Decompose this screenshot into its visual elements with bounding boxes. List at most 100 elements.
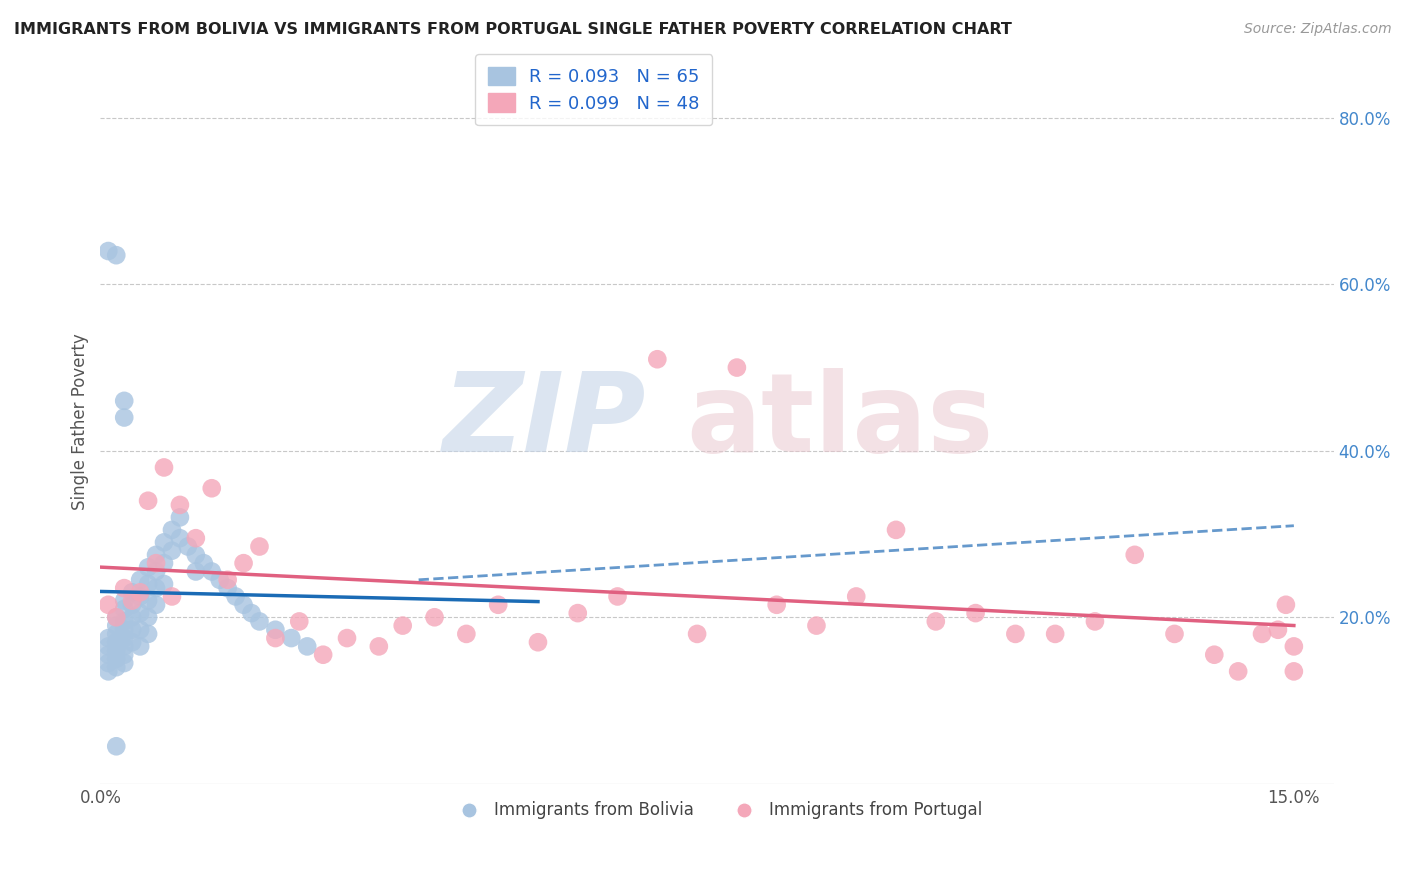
- Point: [336, 631, 359, 645]
- Point: [136, 560, 159, 574]
- Point: [121, 598, 143, 612]
- Point: [153, 556, 176, 570]
- Point: [97, 665, 120, 679]
- Point: [1163, 627, 1185, 641]
- Point: [112, 593, 135, 607]
- Point: [1004, 627, 1026, 641]
- Point: [1251, 627, 1274, 641]
- Point: [169, 510, 191, 524]
- Point: [280, 631, 302, 645]
- Point: [129, 585, 152, 599]
- Point: [232, 598, 254, 612]
- Point: [193, 556, 215, 570]
- Point: [105, 739, 128, 754]
- Point: [184, 548, 207, 562]
- Point: [606, 590, 628, 604]
- Point: [1084, 615, 1107, 629]
- Point: [105, 660, 128, 674]
- Text: ZIP: ZIP: [443, 368, 647, 475]
- Point: [367, 640, 389, 654]
- Point: [97, 640, 120, 654]
- Point: [97, 648, 120, 662]
- Point: [1204, 648, 1226, 662]
- Point: [121, 635, 143, 649]
- Point: [121, 623, 143, 637]
- Point: [217, 581, 239, 595]
- Point: [725, 360, 748, 375]
- Point: [153, 535, 176, 549]
- Point: [145, 598, 167, 612]
- Point: [423, 610, 446, 624]
- Point: [112, 410, 135, 425]
- Point: [1275, 598, 1298, 612]
- Point: [97, 631, 120, 645]
- Point: [136, 577, 159, 591]
- Point: [129, 590, 152, 604]
- Point: [129, 573, 152, 587]
- Point: [112, 648, 135, 662]
- Point: [249, 540, 271, 554]
- Text: Source: ZipAtlas.com: Source: ZipAtlas.com: [1244, 22, 1392, 37]
- Point: [647, 352, 669, 367]
- Point: [112, 393, 135, 408]
- Point: [965, 606, 987, 620]
- Point: [264, 623, 287, 637]
- Point: [136, 493, 159, 508]
- Point: [129, 606, 152, 620]
- Point: [136, 593, 159, 607]
- Point: [129, 640, 152, 654]
- Text: IMMIGRANTS FROM BOLIVIA VS IMMIGRANTS FROM PORTUGAL SINGLE FATHER POVERTY CORREL: IMMIGRANTS FROM BOLIVIA VS IMMIGRANTS FR…: [14, 22, 1012, 37]
- Point: [1282, 665, 1305, 679]
- Point: [112, 602, 135, 616]
- Point: [153, 577, 176, 591]
- Point: [297, 640, 319, 654]
- Point: [208, 573, 231, 587]
- Point: [97, 598, 120, 612]
- Point: [129, 623, 152, 637]
- Point: [105, 610, 128, 624]
- Point: [1123, 548, 1146, 562]
- Point: [686, 627, 709, 641]
- Point: [312, 648, 335, 662]
- Point: [145, 556, 167, 570]
- Point: [567, 606, 589, 620]
- Point: [97, 656, 120, 670]
- Point: [145, 548, 167, 562]
- Point: [527, 635, 550, 649]
- Point: [1282, 640, 1305, 654]
- Point: [112, 656, 135, 670]
- Point: [486, 598, 509, 612]
- Point: [845, 590, 868, 604]
- Point: [177, 540, 200, 554]
- Point: [160, 543, 183, 558]
- Point: [1267, 623, 1289, 637]
- Point: [105, 248, 128, 262]
- Point: [264, 631, 287, 645]
- Point: [105, 652, 128, 666]
- Legend: Immigrants from Bolivia, Immigrants from Portugal: Immigrants from Bolivia, Immigrants from…: [446, 795, 988, 826]
- Point: [112, 615, 135, 629]
- Point: [105, 635, 128, 649]
- Point: [145, 565, 167, 579]
- Point: [160, 590, 183, 604]
- Point: [884, 523, 907, 537]
- Point: [391, 618, 413, 632]
- Point: [153, 460, 176, 475]
- Point: [765, 598, 787, 612]
- Text: atlas: atlas: [686, 368, 994, 475]
- Point: [288, 615, 311, 629]
- Point: [121, 610, 143, 624]
- Point: [249, 615, 271, 629]
- Point: [121, 593, 143, 607]
- Point: [1043, 627, 1066, 641]
- Point: [145, 581, 167, 595]
- Point: [112, 631, 135, 645]
- Point: [169, 531, 191, 545]
- Point: [806, 618, 828, 632]
- Point: [169, 498, 191, 512]
- Point: [112, 640, 135, 654]
- Point: [184, 531, 207, 545]
- Point: [925, 615, 948, 629]
- Point: [105, 610, 128, 624]
- Point: [160, 523, 183, 537]
